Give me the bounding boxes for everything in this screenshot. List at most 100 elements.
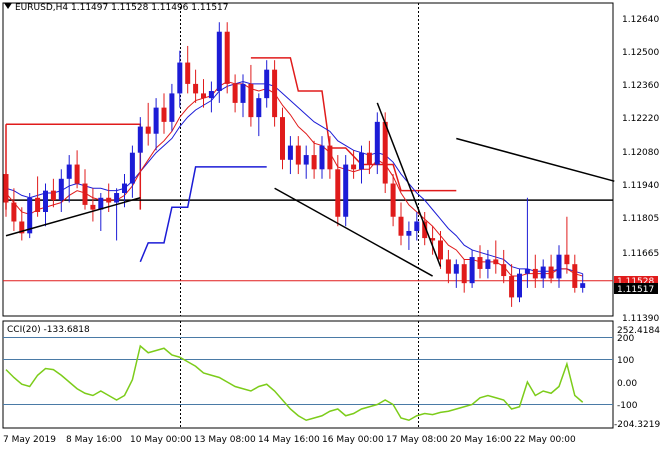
trend-line: [5, 197, 141, 237]
time-tick: 22 May 00:00: [514, 435, 576, 445]
candle-body: [216, 31, 222, 92]
candle-body: [501, 264, 507, 277]
candle-body: [343, 164, 349, 217]
cci-line: [5, 344, 584, 422]
candle-body: [27, 197, 33, 234]
candle-body: [129, 152, 135, 184]
candle-body: [461, 264, 467, 284]
candle-body: [422, 221, 428, 239]
candle-body: [445, 259, 451, 274]
candle-body: [540, 266, 546, 279]
candle-body: [398, 216, 404, 236]
candle-body: [66, 164, 72, 179]
trend-line: [274, 187, 433, 277]
candle-body: [438, 240, 443, 260]
candle-body: [493, 259, 499, 265]
candle-body: [232, 83, 238, 103]
time-tick: 8 May 16:00: [66, 435, 122, 445]
cci-series: [5, 344, 584, 422]
time-tick: 7 May 2019: [3, 435, 56, 445]
chart-title: EURUSD,H4 1.11497 1.11528 1.11496 1.1151…: [4, 3, 229, 13]
current-price-label-bg: [614, 283, 658, 294]
symbol-label: EURUSD,H4: [15, 3, 69, 13]
candle-body: [43, 190, 48, 212]
cci-panel-border: [2, 320, 614, 429]
price-tick: 1.12360: [622, 81, 659, 91]
price-tick: 1.12220: [622, 114, 659, 124]
candle-body: [264, 69, 270, 99]
candle-body: [374, 121, 380, 165]
red-price-label: 1.11528: [617, 277, 654, 287]
candle-body: [161, 107, 167, 122]
candle-body: [114, 193, 120, 203]
candle-body: [382, 121, 388, 184]
candle-body: [572, 264, 578, 288]
time-axis: 7 May 2019 8 May 16:00 10 May 00:00 13 M…: [3, 435, 576, 445]
candle-body: [137, 126, 143, 153]
candle-body: [532, 268, 538, 279]
price-tick: 1.12500: [622, 48, 659, 58]
candle-body: [106, 197, 112, 203]
candle-body: [256, 98, 262, 118]
candle-body: [295, 145, 301, 165]
cci-tick: 252.4184: [617, 326, 660, 336]
candle-body: [169, 93, 175, 122]
candle-body: [414, 221, 420, 231]
price-tick: 1.12080: [622, 148, 659, 158]
candle-body: [193, 83, 199, 94]
price-series: [3, 22, 615, 307]
open-value: 1.11497: [71, 3, 109, 13]
price-tick: 1.12640: [622, 15, 659, 25]
candle-body: [509, 276, 515, 298]
blue-step-line: [139, 166, 267, 263]
main-chart-border: [2, 2, 614, 317]
candle-body: [287, 145, 293, 160]
price-tick: 1.11940: [622, 181, 659, 191]
candle-body: [58, 178, 64, 201]
candle-body: [366, 152, 372, 165]
time-tick: 17 May 08:00: [386, 435, 448, 445]
candle-body: [280, 117, 285, 160]
candle-body: [556, 254, 562, 279]
candle-body: [248, 83, 254, 118]
candle-body: [74, 164, 80, 184]
cci-tick: 200: [617, 334, 634, 344]
candle-body: [272, 69, 278, 118]
candle-body: [335, 169, 341, 217]
red-price-label-bg: [614, 276, 658, 285]
cci-tick: 0.00: [617, 379, 637, 389]
candle-body: [240, 83, 246, 103]
candle-body: [82, 183, 88, 205]
candle-body: [359, 152, 364, 170]
candle-body: [564, 254, 570, 265]
low-value: 1.11496: [151, 3, 189, 13]
candle-body: [485, 259, 491, 269]
candle-body: [224, 31, 230, 84]
time-tick: 13 May 08:00: [194, 435, 256, 445]
candle-body: [208, 91, 214, 99]
candle-body: [185, 62, 191, 84]
candle-body: [177, 62, 183, 94]
candle-body: [453, 264, 459, 274]
price-tick: 1.11390: [622, 314, 659, 324]
current-price-label: 1.11517: [617, 285, 654, 295]
time-tick: 20 May 16:00: [450, 435, 512, 445]
candle-body: [303, 155, 309, 165]
dropdown-triangle-icon: [4, 3, 12, 9]
trend-line: [456, 137, 615, 182]
trend-line: [376, 102, 442, 267]
close-value: 1.11517: [191, 3, 229, 13]
candle-body: [580, 283, 586, 288]
red-step-line: [250, 57, 457, 192]
candle-body: [390, 183, 396, 217]
time-tick: 10 May 00:00: [130, 435, 192, 445]
slow-ma-line: [5, 81, 583, 275]
candle-body: [98, 197, 104, 210]
cci-axis: 252.4184 200 100 0.00 -100 -204.3219: [614, 326, 660, 430]
candle-body: [35, 197, 41, 212]
candle-body: [3, 174, 9, 203]
candle-body: [517, 273, 522, 298]
cci-tick: -100: [617, 401, 638, 411]
time-tick: 16 May 00:00: [322, 435, 384, 445]
candle-body: [122, 183, 127, 194]
